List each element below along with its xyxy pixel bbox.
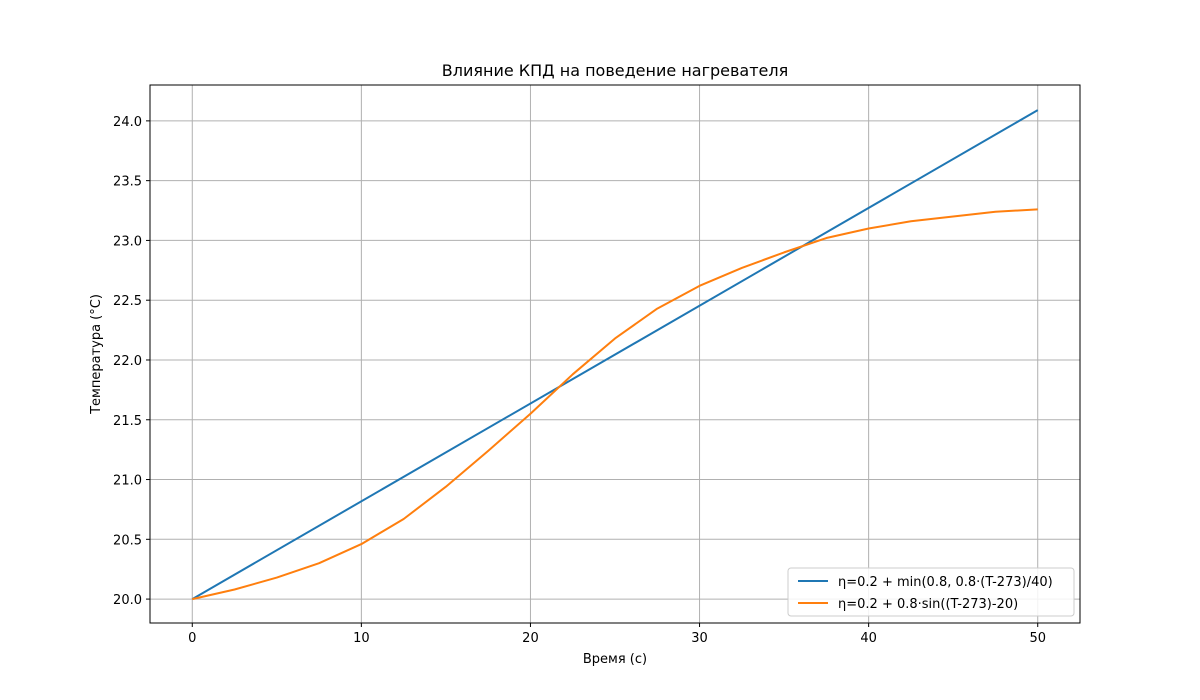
x-tick-label: 0	[188, 631, 196, 646]
x-tick-label: 20	[522, 631, 539, 646]
y-tick-label: 24.0	[113, 115, 142, 130]
x-tick-label: 30	[691, 631, 708, 646]
y-tick-label: 23.5	[113, 175, 142, 190]
x-tick-label: 10	[353, 631, 370, 646]
legend-label-series-2: η=0.2 + 0.8·sin((T-273)-20)	[838, 597, 1018, 612]
series-line-2	[192, 208, 1038, 601]
legend-box	[787, 567, 1075, 617]
x-axis-label: Время (с)	[583, 652, 647, 667]
y-tick-label: 21.5	[113, 414, 142, 429]
grid	[150, 85, 1080, 623]
y-tick-label: 23.0	[113, 234, 142, 249]
y-axis-label: Температура (°C)	[89, 294, 104, 415]
y-tick-label: 21.0	[113, 474, 142, 489]
plot-area	[149, 84, 1081, 624]
y-tick-label: 20.0	[113, 593, 142, 608]
x-tick-label: 40	[860, 631, 877, 646]
y-tick-label: 22.5	[113, 294, 142, 309]
series-layer	[191, 109, 1039, 601]
x-axis: 0 10 20 30 40 50	[188, 623, 1046, 646]
y-tick-label: 20.5	[113, 533, 142, 548]
x-tick-label: 50	[1029, 631, 1046, 646]
legend: η=0.2 + min(0.8, 0.8·(T-273)/40) η=0.2 +…	[787, 567, 1075, 617]
series-line-1	[191, 109, 1039, 600]
y-tick-label: 22.0	[113, 354, 142, 369]
legend-label-series-1: η=0.2 + min(0.8, 0.8·(T-273)/40)	[838, 575, 1053, 590]
y-axis: 20.0 20.5 21.0 21.5 22.0 22.5 23.0 23.5 24.0	[113, 115, 150, 608]
chart-title: Влияние КПД на поведение нагревателя	[442, 61, 788, 80]
